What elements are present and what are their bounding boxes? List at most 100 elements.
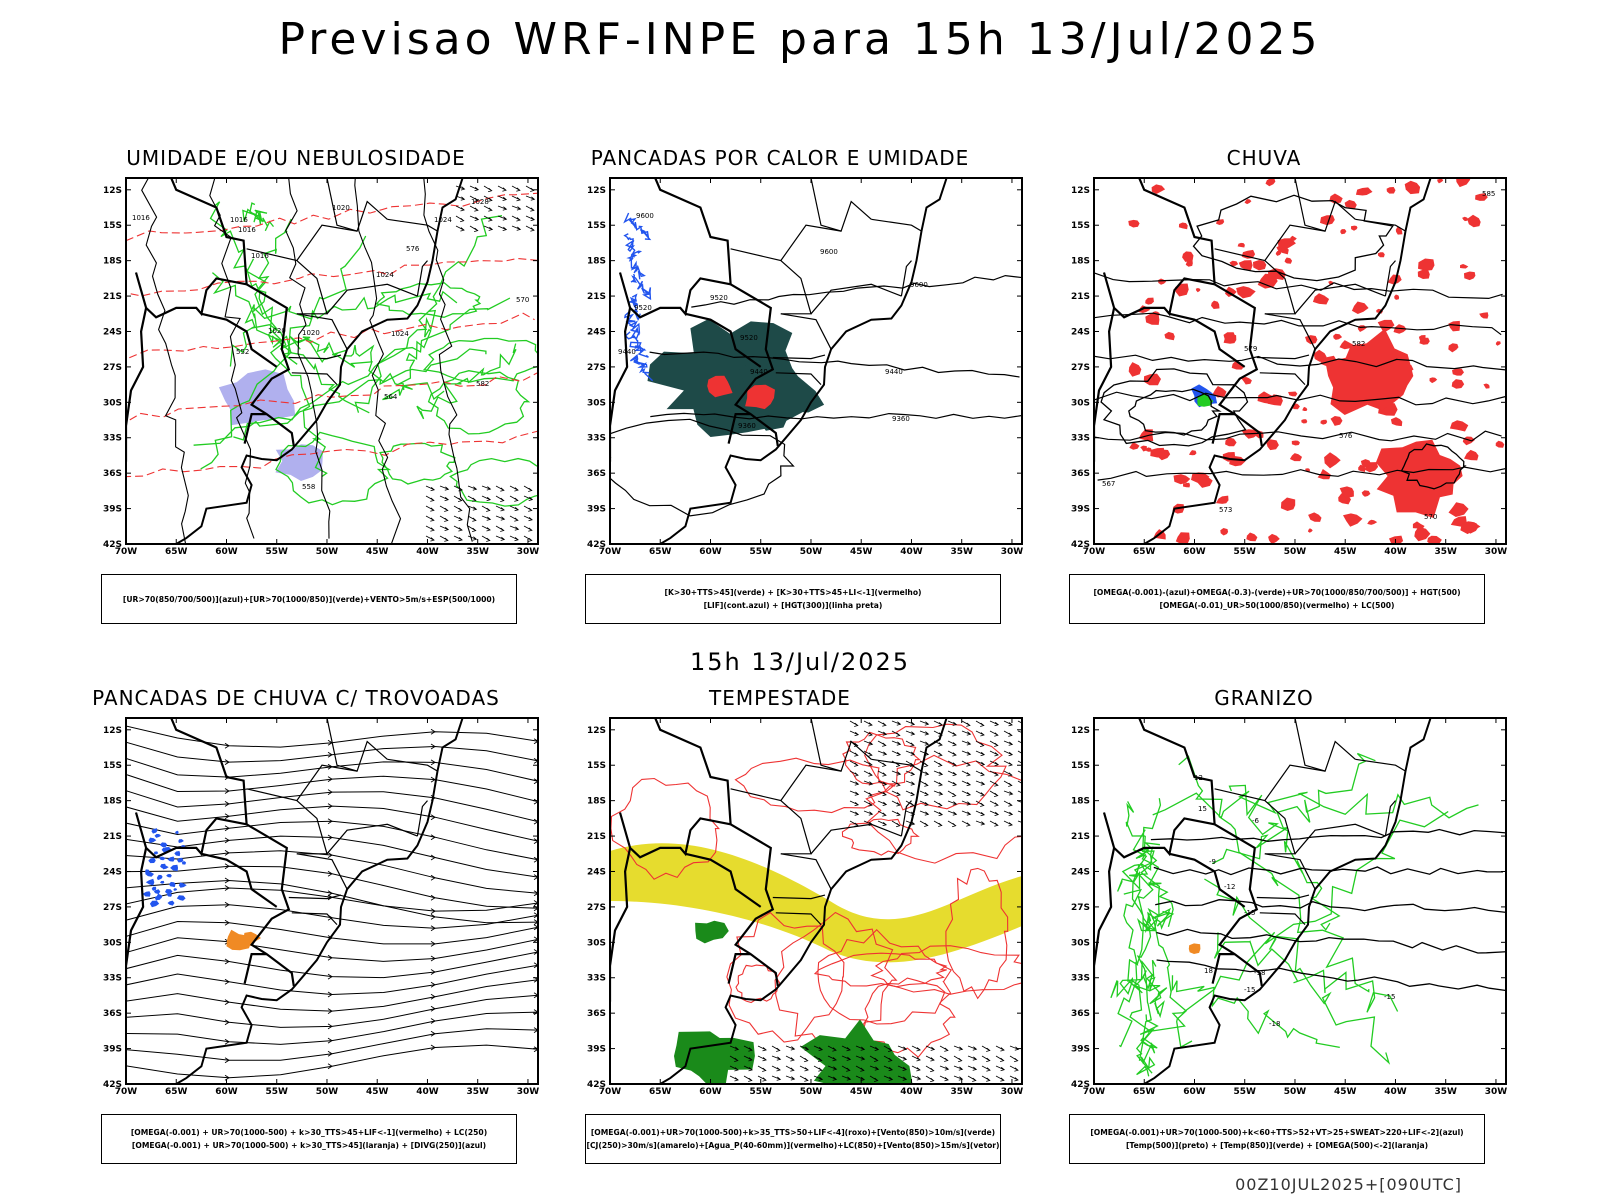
wind-vector <box>1017 740 1022 744</box>
lat-tick-label: 21S <box>103 832 122 842</box>
map-umidade: 1016 1016 1016 1016 1020 1020 1020 1024 1024 1024… <box>103 177 539 557</box>
humidity-contour <box>275 431 392 506</box>
wind-vector <box>469 185 480 192</box>
wind-vector <box>883 1065 894 1072</box>
coastline <box>1143 718 1432 1084</box>
panel-title: TEMPESTADE <box>709 686 851 710</box>
contour-label: 9520 <box>634 304 652 312</box>
wind-vector <box>785 1075 796 1081</box>
map-background <box>126 178 538 544</box>
wind-vector <box>1003 760 1013 767</box>
wind-vector <box>975 780 986 786</box>
wind-vector <box>495 495 505 502</box>
wind-vector <box>933 720 943 727</box>
wind-vector <box>939 1065 950 1071</box>
legend-line: [OMEGA(-0.001) + UR>70(1000-500) + k>30_… <box>130 1128 488 1137</box>
rain-area <box>1451 379 1465 389</box>
lat-tick-label: 15S <box>1071 761 1090 771</box>
state-border <box>296 764 358 801</box>
wind-vector <box>453 505 463 512</box>
wind-vector <box>919 800 930 807</box>
wind-vector <box>961 760 971 767</box>
wind-vector <box>939 1055 949 1062</box>
rain-area <box>1414 526 1431 542</box>
wind-vector <box>511 185 521 192</box>
country-border <box>126 847 148 1006</box>
wind-vector <box>841 1045 851 1052</box>
wind-vector <box>525 195 536 201</box>
wind-vector <box>455 215 465 223</box>
wind-vector <box>863 720 873 727</box>
wind-vector <box>849 800 860 807</box>
wind-vector <box>455 205 465 212</box>
convection-area <box>226 929 252 951</box>
wind-vector <box>905 760 915 767</box>
lat-tick-label: 36S <box>103 1009 122 1019</box>
wind-vector <box>497 195 508 201</box>
rain-area <box>1495 440 1505 448</box>
rain-area <box>1467 214 1481 228</box>
rain-area <box>1339 486 1354 499</box>
map-chuva: 58558257957657357056712S15S18S21S24S27S3… <box>1071 177 1507 557</box>
rain-area <box>1377 319 1395 333</box>
contour-label: 576 <box>1339 432 1353 440</box>
divergence-area <box>177 857 184 863</box>
wind-vector <box>425 505 435 512</box>
wind-vector <box>497 215 508 221</box>
wind-vector <box>757 1055 767 1062</box>
contour-label: 18 <box>1204 967 1213 975</box>
map-frame <box>609 177 1023 545</box>
lifted-index-contour <box>623 311 641 340</box>
lifted-index-contour <box>630 273 652 301</box>
lat-tick-label: 30S <box>1071 938 1090 948</box>
streamline-arrow <box>224 850 230 856</box>
panel-title: UMIDADE E/OU NEBULOSIDADE <box>126 146 466 170</box>
state-border <box>288 354 342 360</box>
wind-vector <box>483 205 493 212</box>
wind-vector <box>743 1055 753 1062</box>
wind-vector <box>905 770 916 776</box>
rain-area <box>1452 368 1464 376</box>
contour-label: 9440 <box>885 368 903 376</box>
wind-vector <box>1009 1065 1019 1072</box>
pressure-contour <box>354 178 402 544</box>
geopotential-contour <box>1094 312 1502 336</box>
rain-area <box>1464 271 1476 281</box>
temperature-850-contour <box>1213 932 1399 1013</box>
wind-vector <box>771 1045 781 1052</box>
wind-vector <box>425 485 436 492</box>
country-border <box>620 718 732 825</box>
country-border <box>1169 852 1246 908</box>
wind-vector <box>869 1045 880 1051</box>
convection-area <box>243 931 261 947</box>
wind-vector <box>813 1065 823 1072</box>
contour-label: 570 <box>516 296 529 304</box>
wind-vector <box>975 820 986 826</box>
wind-vector <box>511 195 521 202</box>
lon-tick-label: 65W <box>649 1087 672 1097</box>
state-border <box>730 248 812 315</box>
wind-vector <box>911 1045 921 1052</box>
panel-granizo: GRANIZO -6 -9 -12 -15 -15 -18 -18 -15 18 15 12 12S 1… <box>1064 686 1524 1176</box>
country-border <box>243 953 267 984</box>
wind-vector <box>891 820 901 828</box>
panel-chuva: CHUVA 585 582 579 576 573 570 567 12S 15S 18S 21S 2… <box>1064 146 1524 636</box>
geopotential-contour <box>1094 430 1502 442</box>
rain-area <box>1324 452 1341 469</box>
wind-vector <box>523 505 533 512</box>
state-border <box>1355 218 1406 232</box>
wind-vector <box>453 495 463 502</box>
wind-vector <box>975 810 986 817</box>
temperature-850-contour <box>1138 848 1193 1049</box>
wind-vector <box>849 750 859 757</box>
panel-umidade: UMIDADE E/OU NEBULOSIDADE 1016 1016 1016 10… <box>96 146 556 636</box>
lon-tick-label: 70W <box>1083 547 1106 557</box>
wind-vector <box>771 1055 782 1061</box>
divergence-area <box>170 864 178 872</box>
state-border <box>1264 313 1316 350</box>
rain-area <box>1237 242 1245 248</box>
wind-vector <box>911 1075 922 1081</box>
wind-vector <box>961 720 971 727</box>
wind-vector <box>453 525 463 532</box>
